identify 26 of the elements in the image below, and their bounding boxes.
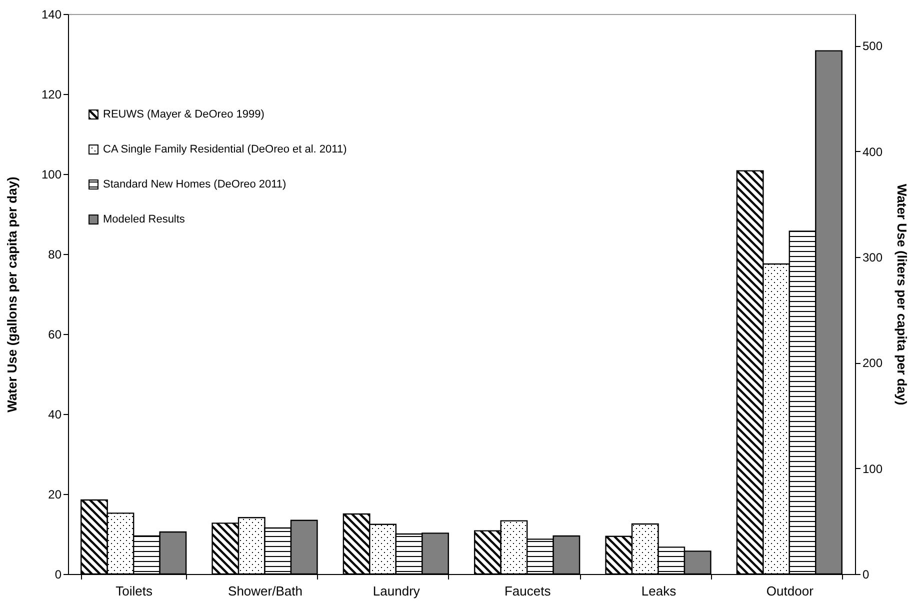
y2-axis-title: Water Use (liters per capita per day) <box>894 184 910 406</box>
y-tick-label: 60 <box>48 328 62 342</box>
y2-tick-label: 300 <box>862 250 883 264</box>
y-tick-label: 100 <box>41 168 62 182</box>
y-axis-title: Water Use (gallons per capita per day) <box>4 176 20 412</box>
y-tick-label: 0 <box>54 568 62 582</box>
y2-tick-label: 0 <box>862 568 870 582</box>
x-tick-label: Toilets <box>116 584 153 598</box>
y-tick-label: 20 <box>48 488 62 502</box>
y-tick-label: 140 <box>41 8 62 22</box>
x-tick-label: Faucets <box>504 584 552 598</box>
y-tick-label: 120 <box>41 88 62 102</box>
y-tick-label: 80 <box>48 248 62 262</box>
legend-label: Standard New Homes (DeOreo 2011) <box>103 178 286 190</box>
legend-label: Modeled Results <box>103 214 186 226</box>
x-tick-label: Shower/Bath <box>228 584 302 598</box>
legend-label: CA Single Family Residential (DeOreo et al. 2011) <box>103 144 347 156</box>
legend-label: REUWS (Mayer & DeOreo 1999) <box>103 108 264 120</box>
y2-tick-label: 100 <box>862 462 883 476</box>
y2-tick-label: 500 <box>862 39 883 54</box>
y2-tick-label: 400 <box>862 144 883 159</box>
y-tick-label: 40 <box>48 408 62 422</box>
x-tick-label: Outdoor <box>766 584 814 598</box>
y2-tick-label: 200 <box>862 356 883 370</box>
x-tick-label: Leaks <box>641 584 677 598</box>
x-tick-label: Laundry <box>372 584 420 598</box>
